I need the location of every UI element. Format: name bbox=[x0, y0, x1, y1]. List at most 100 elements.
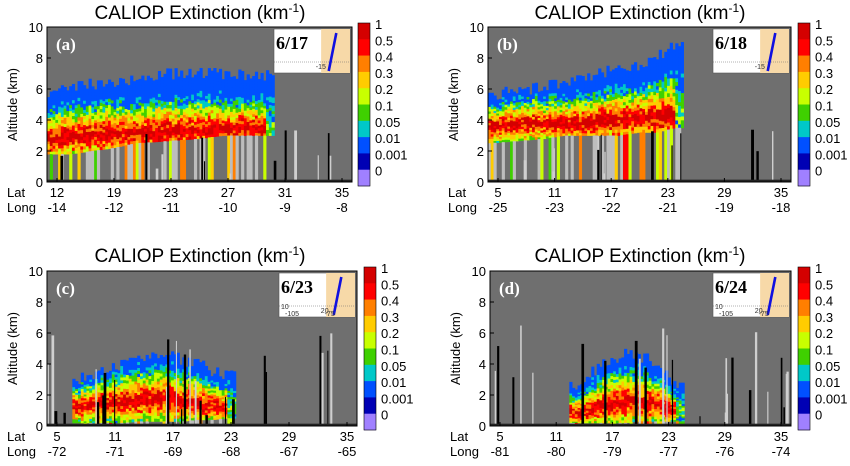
extinction-cell bbox=[271, 75, 275, 79]
extinction-cell bbox=[109, 420, 113, 424]
extinction-cell bbox=[207, 137, 211, 182]
extinction-cell bbox=[120, 417, 124, 421]
extinction-cell bbox=[97, 411, 101, 414]
extinction-cell bbox=[488, 138, 492, 142]
extinction-cell bbox=[125, 408, 130, 412]
extinction-cell bbox=[176, 377, 180, 382]
extinction-cell bbox=[111, 368, 116, 372]
extinction-cell bbox=[559, 99, 563, 103]
extinction-cell bbox=[221, 416, 225, 420]
extinction-cell bbox=[667, 63, 671, 68]
extinction-cell bbox=[672, 124, 676, 129]
extinction-cell bbox=[617, 125, 621, 130]
extinction-cell bbox=[52, 102, 56, 106]
extinction-cell bbox=[656, 89, 660, 93]
extinction-cell bbox=[578, 102, 583, 106]
extinction-cell bbox=[246, 121, 250, 125]
extinction-cell bbox=[488, 134, 492, 137]
extinction-cell bbox=[611, 111, 616, 115]
extinction-cell bbox=[268, 127, 272, 131]
extinction-cell bbox=[71, 125, 76, 129]
extinction-cell bbox=[551, 105, 555, 109]
extinction-cell bbox=[132, 89, 137, 93]
extinction-cell bbox=[142, 385, 147, 389]
long-tick-label: -69 bbox=[164, 444, 183, 459]
extinction-cell bbox=[216, 381, 220, 385]
extinction-cell bbox=[554, 126, 558, 130]
extinction-cell bbox=[113, 136, 117, 140]
extinction-cell bbox=[204, 385, 209, 389]
long-tick-label: -23 bbox=[545, 200, 564, 215]
long-row-label: Long bbox=[448, 200, 477, 215]
extinction-cell bbox=[589, 125, 594, 129]
extinction-cell bbox=[110, 99, 114, 104]
extinction-cell bbox=[529, 127, 533, 130]
extinction-cell bbox=[620, 89, 624, 93]
extinction-cell bbox=[556, 112, 561, 116]
extinction-cell bbox=[188, 94, 192, 99]
extinction-cell bbox=[227, 394, 231, 398]
extinction-cell bbox=[565, 101, 569, 105]
extinction-cell bbox=[190, 408, 194, 411]
extinction-cell bbox=[148, 381, 152, 385]
date-label: 6/23 bbox=[281, 277, 313, 297]
extinction-cell bbox=[117, 370, 121, 374]
extinction-cell bbox=[185, 101, 189, 105]
extinction-cell bbox=[658, 116, 662, 121]
extinction-cell bbox=[141, 75, 145, 80]
extinction-cell bbox=[182, 100, 187, 104]
extinction-cell bbox=[83, 94, 87, 98]
extinction-cell bbox=[105, 87, 109, 91]
extinction-cell bbox=[169, 134, 173, 138]
extinction-cell bbox=[551, 95, 555, 99]
extinction-cell bbox=[106, 397, 110, 401]
extinction-cell bbox=[653, 91, 657, 96]
extinction-cell bbox=[232, 92, 236, 96]
extinction-cell bbox=[99, 124, 103, 129]
extinction-cell bbox=[587, 81, 591, 86]
extinction-cell bbox=[266, 129, 270, 133]
extinction-cell bbox=[233, 384, 237, 387]
extinction-cell bbox=[647, 74, 651, 79]
extinction-cell bbox=[543, 117, 547, 121]
extinction-cell bbox=[152, 83, 156, 87]
extinction-cell bbox=[633, 126, 638, 131]
extinction-cell bbox=[146, 118, 150, 122]
extinction-cell bbox=[609, 109, 613, 113]
extinction-cell bbox=[567, 90, 572, 93]
extinction-cell bbox=[609, 82, 613, 87]
extinction-cell bbox=[603, 111, 607, 115]
extinction-cell bbox=[496, 121, 500, 124]
extinction-cell bbox=[218, 132, 223, 137]
extinction-cell bbox=[218, 416, 223, 420]
extinction-cell bbox=[628, 116, 632, 120]
extinction-cell bbox=[573, 105, 577, 109]
extinction-cell bbox=[210, 124, 214, 129]
extinction-cell bbox=[669, 101, 673, 106]
extinction-cell bbox=[151, 418, 155, 422]
colorbar-swatch bbox=[358, 55, 370, 73]
extinction-cell bbox=[66, 130, 70, 135]
extinction-cell bbox=[490, 122, 494, 126]
extinction-cell bbox=[595, 135, 599, 182]
extinction-cell bbox=[243, 97, 248, 101]
extinction-cell bbox=[60, 141, 65, 146]
extinction-cell bbox=[163, 101, 167, 105]
extinction-cell bbox=[190, 371, 194, 374]
extinction-cell bbox=[540, 95, 544, 98]
extinction-cell bbox=[573, 113, 577, 117]
extinction-cell bbox=[587, 129, 591, 134]
extinction-cell bbox=[622, 95, 627, 100]
extinction-cell bbox=[71, 93, 76, 98]
extinction-cell bbox=[680, 77, 684, 82]
extinction-cell bbox=[199, 132, 203, 136]
extinction-cell bbox=[576, 80, 580, 84]
extinction-cell bbox=[207, 83, 211, 88]
extinction-cell bbox=[140, 412, 144, 417]
extinction-cell bbox=[603, 82, 607, 86]
extinction-cell bbox=[135, 128, 139, 133]
extinction-cell bbox=[576, 94, 580, 98]
extinction-cell bbox=[645, 90, 649, 94]
extinction-cell bbox=[123, 391, 127, 395]
extinction-cell bbox=[658, 101, 662, 106]
